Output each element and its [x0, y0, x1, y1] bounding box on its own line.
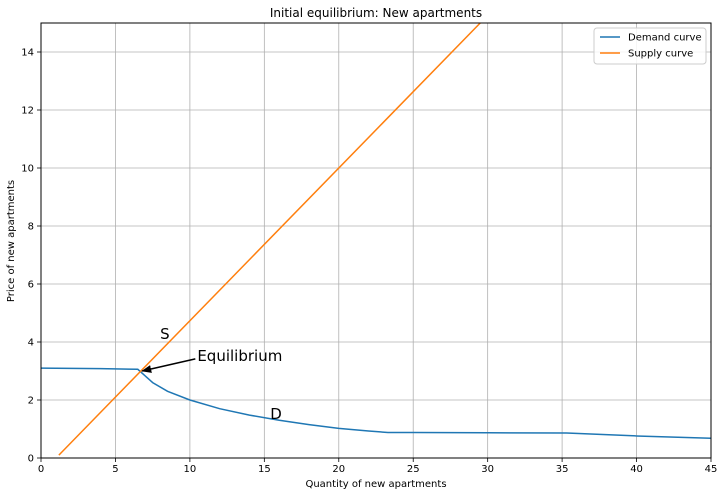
chart-title: Initial equilibrium: New apartments: [270, 6, 482, 20]
grid: [40, 23, 712, 459]
x-tick-label: 5: [112, 464, 118, 475]
x-tick-label: 45: [705, 464, 718, 475]
x-axis-label: Quantity of new apartments: [305, 479, 446, 490]
demand-curve-line: [41, 367, 711, 440]
y-tick-label: 14: [21, 48, 34, 59]
y-tick-label: 2: [28, 396, 34, 407]
d-annotation: D: [270, 405, 282, 423]
legend-label: Demand curve: [628, 33, 702, 44]
y-tick-label: 10: [21, 164, 34, 175]
ticks: 0 5 10 15 20 25 30 35 40 45 0 2 4 6 8 10 12 14: [21, 48, 717, 476]
y-tick-label: 6: [28, 280, 34, 291]
legend: Demand curve Supply curve: [593, 27, 707, 65]
x-tick-label: 35: [556, 464, 569, 475]
x-tick-label: 10: [184, 464, 197, 475]
legend-box: [593, 27, 707, 65]
y-tick-label: 12: [21, 106, 34, 117]
x-tick-label: 30: [481, 464, 494, 475]
x-tick-label: 20: [332, 464, 345, 475]
supply-curve-line: [58, 23, 481, 456]
x-tick-label: 40: [630, 464, 643, 475]
x-tick-label: 25: [407, 464, 420, 475]
y-tick-label: 8: [28, 222, 34, 233]
x-tick-label: 15: [258, 464, 271, 475]
y-tick-label: 0: [28, 454, 34, 465]
legend-label: Supply curve: [628, 49, 693, 60]
annotations: S D Equilibrium: [141, 325, 282, 423]
equilibrium-annotation: Equilibrium: [197, 347, 282, 365]
y-axis-label: Price of new apartments: [6, 180, 17, 302]
y-tick-label: 4: [28, 338, 34, 349]
equilibrium-arrow: [141, 358, 196, 373]
s-annotation: S: [160, 325, 170, 343]
plot-frame: [40, 22, 712, 459]
x-tick-label: 0: [38, 464, 44, 475]
series-layer: [41, 23, 711, 456]
